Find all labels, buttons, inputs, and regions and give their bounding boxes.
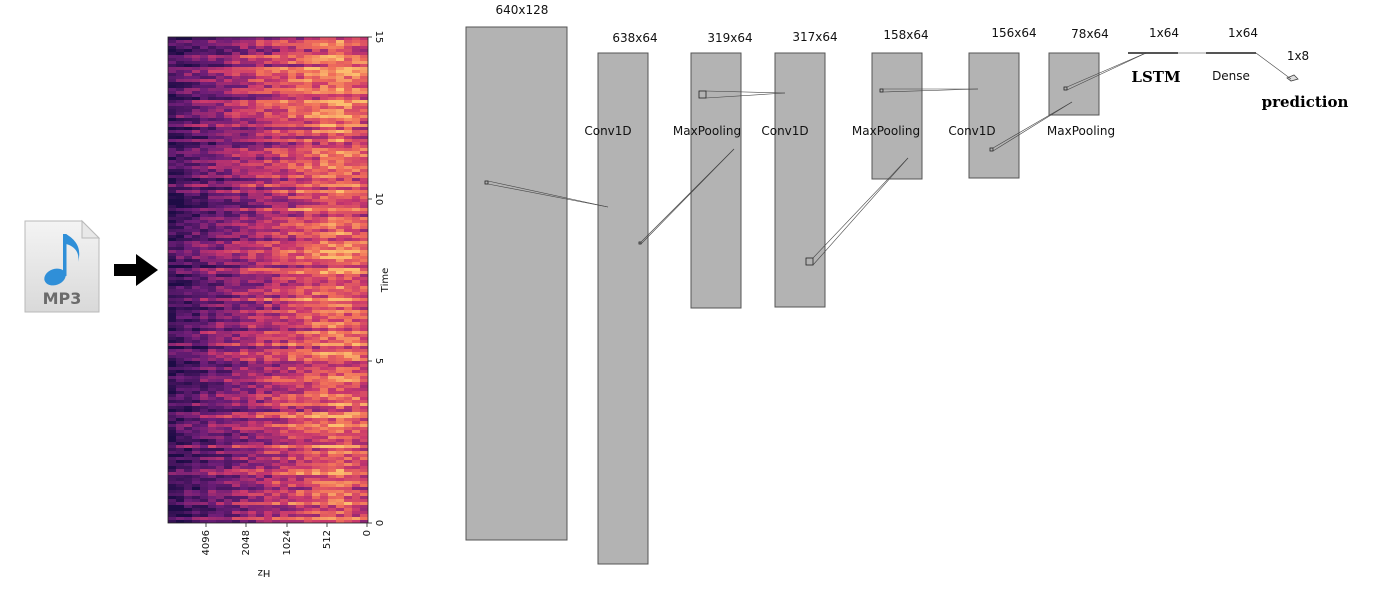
layer-name-label: Conv1D [584,124,631,138]
layer-conv3-block [968,52,1020,179]
x-tick-label: 4096 [201,530,212,555]
layer-name-label: MaxPooling [1047,124,1115,138]
layer-dims-label: 319x64 [707,31,752,45]
kernel-connections [484,52,1292,266]
layer-name-label: LSTM [1131,68,1180,86]
layer-conv2-block [774,52,826,308]
layer-name-label: MaxPooling [852,124,920,138]
x-axis-label: Hz [258,567,271,578]
spectrogram: 15 10 5 0 Time 4096 2048 1024 512 0 Hz [167,31,391,578]
y-tick-label: 15 [373,31,384,44]
layer-name-label: prediction [1262,93,1349,111]
layer-name-label: MaxPooling [673,124,741,138]
layer-name-label: Conv1D [761,124,808,138]
layer-input-block [465,26,568,541]
layer-dims-label: 78x64 [1071,27,1109,41]
y-axis-label: Time [380,268,391,293]
layer-dims-label: 1x8 [1287,49,1309,63]
layer-name-label: Dense [1212,69,1250,83]
y-tick-label: 0 [373,520,384,526]
y-tick-label: 10 [373,193,384,206]
x-tick-label: 0 [362,530,373,536]
layer-dims-label: 158x64 [883,28,928,42]
spectrogram-y-axis: 15 10 5 0 Time [368,31,391,526]
x-tick-label: 2048 [241,530,252,555]
layer-dims-label: 640x128 [496,3,549,17]
layer-output-block [1286,74,1299,82]
music-note-icon [44,234,80,286]
layer-dims-label: 1x64 [1228,26,1258,40]
x-tick-label: 512 [322,530,333,549]
mp3-label: MP3 [43,289,82,308]
layer-name-label: Conv1D [948,124,995,138]
layer-dims-label: 317x64 [792,30,837,44]
layer-dims-label: 156x64 [991,26,1036,40]
layer-pool2-block [871,52,923,180]
x-tick-label: 1024 [282,530,293,555]
spectrogram-x-axis: 4096 2048 1024 512 0 Hz [201,523,373,578]
mp3-file-icon: MP3 [24,219,101,313]
y-tick-label: 5 [373,358,384,364]
layer-dims-label: 1x64 [1149,26,1179,40]
layer-dims-label: 638x64 [612,31,657,45]
layer-conv1-block [597,52,649,565]
right-arrow-icon [114,254,158,286]
